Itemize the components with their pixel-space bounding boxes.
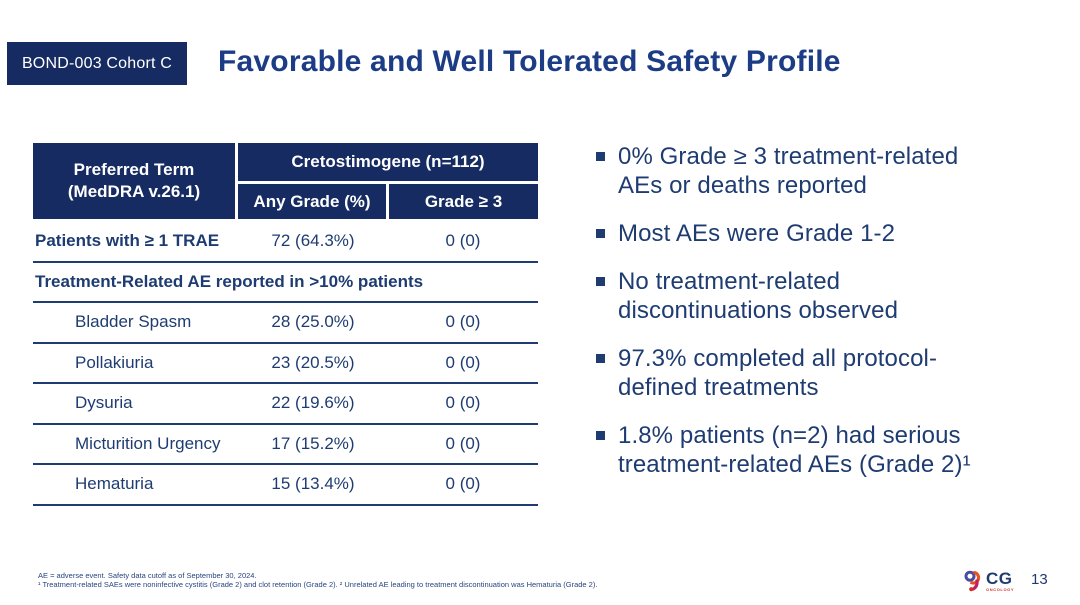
page-number: 13: [1031, 571, 1048, 588]
bullet-square-icon: [596, 431, 605, 440]
header-grade-ge3: Grade ≥ 3: [389, 184, 538, 219]
row-label: Hematuria: [75, 474, 154, 494]
bullet-line: 1.8% patients (n=2) had serious: [618, 422, 961, 449]
header-preferred-term-line1: Preferred Term: [73, 160, 195, 179]
bullet-item: 97.3% completed all protocol- defined tr…: [596, 344, 1058, 402]
bullet-line: No treatment-related: [618, 268, 841, 295]
any-grade-value: 23 (20.5%): [271, 352, 355, 372]
row-label: Pollakiuria: [75, 352, 154, 372]
bullet-item: Most AEs were Grade 1-2: [596, 219, 1058, 248]
bullet-line: AEs or deaths reported: [618, 172, 868, 199]
table-row-dysuria: Dysuria 22 (19.6%) 0 (0): [33, 384, 538, 425]
bullet-line: 0% Grade ≥ 3 treatment-related: [618, 143, 959, 170]
table-section-row: Treatment-Related AE reported in >10% pa…: [33, 263, 538, 303]
bullet-text: No treatment-related discontinuations ob…: [618, 267, 898, 325]
logo-oncology-text: ONCOLOGY: [986, 587, 1015, 592]
header-drug-group: Cretostimogene (n=112): [238, 143, 538, 181]
bullet-item: 1.8% patients (n=2) had serious treatmen…: [596, 421, 1058, 479]
cg-oncology-logo: CG ONCOLOGY: [964, 569, 1014, 593]
grade3-value: 0 (0): [445, 474, 481, 494]
bullet-square-icon: [596, 152, 605, 161]
grade3-value: 0 (0): [445, 433, 481, 453]
any-grade-value: 72 (64.3%): [271, 231, 355, 251]
bullet-line: 97.3% completed all protocol-: [618, 345, 938, 372]
any-grade-value: 17 (15.2%): [271, 433, 355, 453]
table-row-bladder-spasm: Bladder Spasm 28 (25.0%) 0 (0): [33, 303, 538, 344]
row-label: Micturition Urgency: [75, 433, 221, 453]
bullet-text: 1.8% patients (n=2) had serious treatmen…: [618, 421, 971, 479]
cohort-badge: BOND-003 Cohort C: [7, 42, 187, 85]
safety-table: Preferred Term (MedDRA v.26.1) Cretostim…: [33, 143, 538, 506]
bullet-line: treatment-related AEs (Grade 2)¹: [618, 451, 971, 478]
any-grade-value: 22 (19.6%): [271, 393, 355, 413]
bullet-line: defined treatments: [618, 374, 819, 401]
bullet-text: Most AEs were Grade 1-2: [618, 219, 895, 248]
grade3-value: 0 (0): [445, 312, 481, 332]
header-any-grade: Any Grade (%): [238, 184, 386, 219]
any-grade-value: 15 (13.4%): [271, 474, 355, 494]
any-grade-value: 28 (25.0%): [271, 312, 355, 332]
bullet-item: 0% Grade ≥ 3 treatment-related AEs or de…: [596, 142, 1058, 200]
bullet-text: 97.3% completed all protocol- defined tr…: [618, 344, 937, 402]
table-row-hematuria: Hematuria 15 (13.4%) 0 (0): [33, 465, 538, 506]
cg-oncology-logo-icon: [964, 570, 981, 592]
header-preferred-term: Preferred Term (MedDRA v.26.1): [33, 143, 235, 219]
grade3-value: 0 (0): [445, 393, 481, 413]
logo-cg-text: CG: [986, 569, 1013, 588]
bullet-square-icon: [596, 229, 605, 238]
bullet-line: Most AEs were Grade 1-2: [618, 220, 896, 247]
key-points-list: 0% Grade ≥ 3 treatment-related AEs or de…: [596, 142, 1058, 498]
bullet-square-icon: [596, 277, 605, 286]
footnote: AE = adverse event. Safety data cutoff a…: [38, 571, 597, 589]
table-row-pollakiuria: Pollakiuria 23 (20.5%) 0 (0): [33, 344, 538, 384]
grade3-value: 0 (0): [445, 352, 481, 372]
grade3-value: 0 (0): [445, 231, 481, 251]
footnote-line-1: AE = adverse event. Safety data cutoff a…: [38, 571, 257, 580]
table-row-trae: Patients with ≥ 1 TRAE 72 (64.3%) 0 (0): [33, 222, 538, 263]
header-preferred-term-line2: (MedDRA v.26.1): [67, 182, 201, 201]
table-row-micturition-urgency: Micturition Urgency 17 (15.2%) 0 (0): [33, 425, 538, 465]
row-label: Bladder Spasm: [75, 312, 192, 332]
bullet-text: 0% Grade ≥ 3 treatment-related AEs or de…: [618, 142, 958, 200]
table-header: Preferred Term (MedDRA v.26.1) Cretostim…: [33, 143, 538, 219]
footnote-line-2: ¹ Treatment-related SAEs were noninfecti…: [38, 580, 598, 589]
page-title: Favorable and Well Tolerated Safety Prof…: [218, 45, 841, 78]
bullet-line: discontinuations observed: [618, 297, 899, 324]
logo-wordmark: CG ONCOLOGY: [986, 570, 1014, 592]
bullet-item: No treatment-related discontinuations ob…: [596, 267, 1058, 325]
table-body: Patients with ≥ 1 TRAE 72 (64.3%) 0 (0) …: [33, 222, 538, 506]
row-label: Dysuria: [75, 393, 133, 413]
section-label: Treatment-Related AE reported in >10% pa…: [35, 271, 424, 291]
bullet-square-icon: [596, 354, 605, 363]
row-label: Patients with ≥ 1 TRAE: [35, 231, 220, 251]
